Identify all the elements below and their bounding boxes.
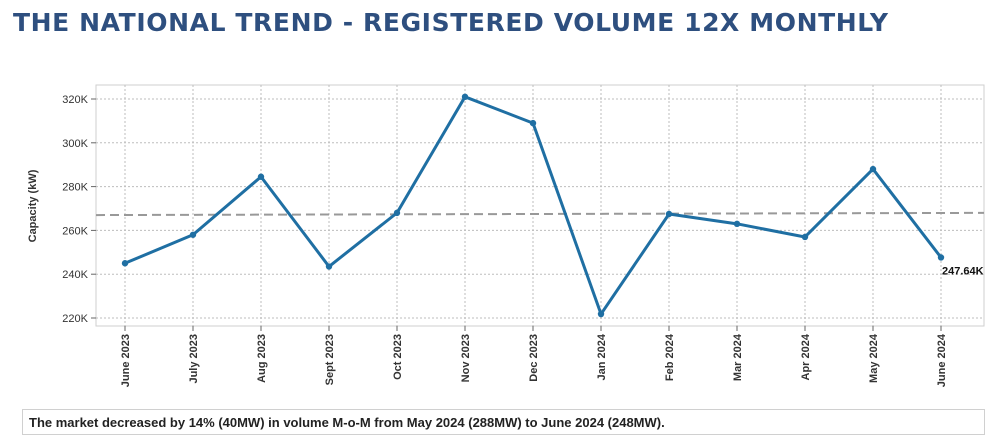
x-tick-label: July 2023 — [188, 334, 200, 384]
x-tick-label: Mar 2024 — [732, 333, 744, 381]
y-tick-label: 260K — [62, 225, 88, 237]
x-tick-label: Jan 2024 — [596, 333, 608, 380]
summary-text: The market decreased by 14% (40MW) in vo… — [22, 409, 985, 435]
data-point[interactable] — [257, 173, 265, 180]
data-point[interactable] — [325, 263, 333, 270]
x-tick-label: June 2024 — [936, 333, 948, 387]
data-point[interactable] — [733, 220, 741, 228]
data-point[interactable] — [801, 233, 809, 241]
x-tick-label: Oct 2023 — [392, 334, 404, 380]
data-point[interactable] — [665, 210, 673, 218]
y-tick-label: 320K — [62, 94, 88, 106]
x-tick-label: May 2024 — [868, 333, 880, 383]
y-tick-label: 220K — [62, 313, 88, 325]
data-point[interactable] — [529, 119, 537, 127]
last-point-label: 247.64K — [942, 265, 984, 277]
line-chart: 220K 240K 260K 280K 300K 320K June 2023 July 20… — [27, 84, 985, 387]
y-axis-label: Capacity (kW) — [27, 169, 39, 242]
x-tick-label: Feb 2024 — [664, 333, 676, 381]
x-tick-label: Sept 2023 — [324, 334, 336, 385]
x-tick-label: Apr 2024 — [800, 333, 812, 380]
data-point[interactable] — [597, 310, 605, 318]
x-tick-label: June 2023 — [120, 334, 132, 387]
data-point[interactable] — [189, 231, 197, 238]
data-point[interactable] — [121, 260, 129, 267]
x-tick-label: Dec 2023 — [528, 334, 540, 382]
data-point[interactable] — [937, 254, 945, 261]
data-point[interactable] — [393, 209, 401, 217]
x-tick-label: Nov 2023 — [460, 334, 472, 382]
y-tick-label: 280K — [62, 182, 88, 194]
data-point[interactable] — [461, 93, 469, 101]
page-title: THE NATIONAL TREND - REGISTERED VOLUME 1… — [13, 8, 889, 37]
data-point[interactable] — [869, 165, 877, 173]
trend-reference-line — [95, 211, 985, 217]
x-tick-label: Aug 2023 — [256, 334, 268, 383]
y-tick-label: 240K — [62, 269, 88, 281]
y-tick-label: 300K — [62, 138, 88, 150]
